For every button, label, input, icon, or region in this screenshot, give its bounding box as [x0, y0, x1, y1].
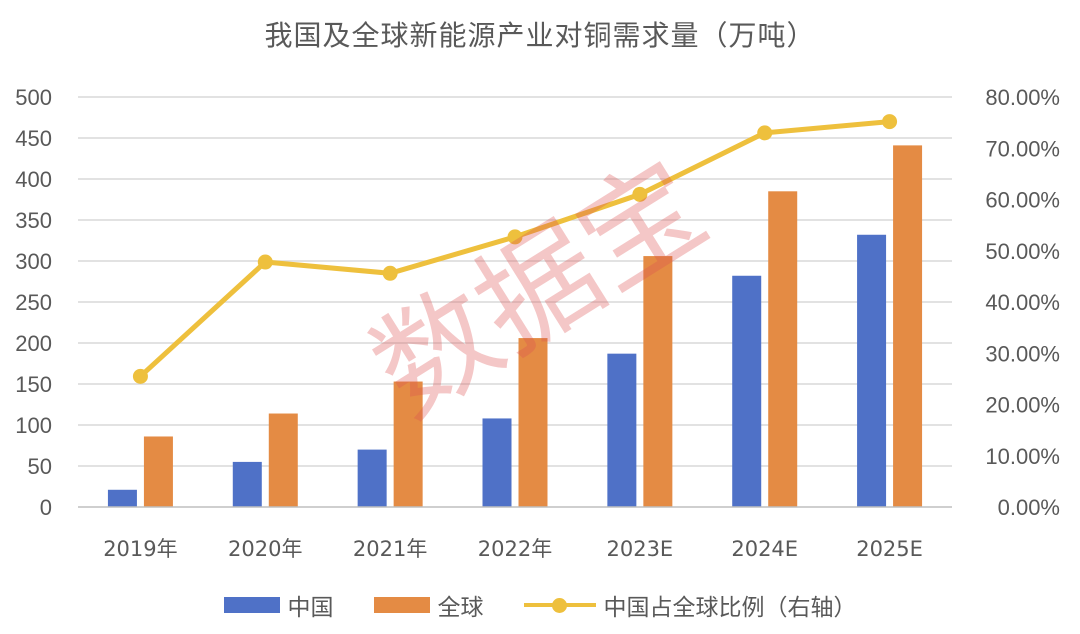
legend-label-global: 全球: [437, 595, 484, 621]
ratio-point: [757, 125, 773, 141]
bar-china: [732, 275, 762, 507]
right-tick-label: 0.00%: [998, 495, 1060, 520]
right-tick-label: 20.00%: [985, 393, 1060, 418]
bar-global: [768, 191, 798, 508]
ratio-point: [382, 265, 398, 281]
legend-item-china: 中国: [223, 588, 334, 622]
bar-global: [268, 413, 298, 507]
ratio-point: [257, 254, 273, 270]
right-tick-label: 10.00%: [985, 444, 1060, 469]
left-tick-label: 450: [15, 126, 52, 151]
right-tick-label: 70.00%: [985, 136, 1060, 161]
x-tick-label: 2019年: [103, 537, 177, 561]
right-tick-label: 40.00%: [985, 290, 1060, 315]
x-tick-label: 2025E: [856, 537, 923, 561]
legend-label-ratio: 中国占全球比例（右轴）: [603, 595, 857, 621]
bar-global: [643, 256, 673, 507]
x-tick-label: 2022年: [478, 537, 552, 561]
left-axis: 0 50 100 150 200 250 300 350 400 450 500: [15, 85, 52, 520]
bar-china: [607, 353, 637, 507]
bar-global: [518, 338, 548, 507]
right-tick-label: 80.00%: [985, 85, 1060, 110]
bar-china: [357, 449, 387, 507]
right-tick-label: 50.00%: [985, 239, 1060, 264]
legend-label-china: 中国: [287, 595, 334, 621]
bars: [107, 145, 923, 508]
bar-china: [232, 461, 262, 507]
left-tick-label: 100: [15, 413, 52, 438]
x-tick-label: 2021年: [353, 537, 427, 561]
bar-global: [393, 381, 423, 507]
legend-swatch-ratio: [523, 597, 596, 613]
x-tick-label: 2024E: [731, 537, 798, 561]
ratio-point: [882, 114, 898, 130]
ratio-point: [132, 368, 148, 384]
left-tick-label: 200: [15, 331, 52, 356]
left-tick-label: 0: [40, 495, 52, 520]
legend-item-ratio: 中国占全球比例（右轴）: [523, 588, 857, 622]
bar-china: [107, 489, 137, 507]
chart-title: 我国及全球新能源产业对铜需求量（万吨）: [264, 19, 816, 52]
left-tick-label: 500: [15, 85, 52, 110]
ratio-line: [132, 114, 898, 384]
right-axis: 0.00% 10.00% 20.00% 30.00% 40.00% 50.00% 60.00…: [985, 85, 1060, 520]
left-tick-label: 300: [15, 249, 52, 274]
legend-item-global: 全球: [373, 588, 484, 622]
bar-china: [857, 234, 887, 507]
left-tick-label: 350: [15, 208, 52, 233]
left-tick-label: 400: [15, 167, 52, 192]
bar-global: [143, 436, 173, 507]
x-axis: 2019年 2020年 2021年 2022年 2023E 2024E 2025E: [78, 506, 952, 561]
right-tick-label: 30.00%: [985, 341, 1060, 366]
left-tick-label: 50: [28, 454, 52, 479]
legend-swatch-china: [223, 597, 280, 613]
ratio-point: [507, 229, 523, 245]
legend: 中国 全球 中国占全球比例（右轴）: [0, 588, 1080, 622]
ratio-point: [632, 186, 648, 202]
x-tick-label: 2023E: [606, 537, 673, 561]
bar-global: [893, 145, 923, 507]
gridlines: [78, 96, 952, 467]
left-tick-label: 150: [15, 372, 52, 397]
x-tick-label: 2020年: [228, 537, 302, 561]
bar-china: [482, 418, 512, 507]
right-tick-label: 60.00%: [985, 188, 1060, 213]
left-tick-label: 250: [15, 290, 52, 315]
legend-swatch-global: [373, 597, 430, 613]
